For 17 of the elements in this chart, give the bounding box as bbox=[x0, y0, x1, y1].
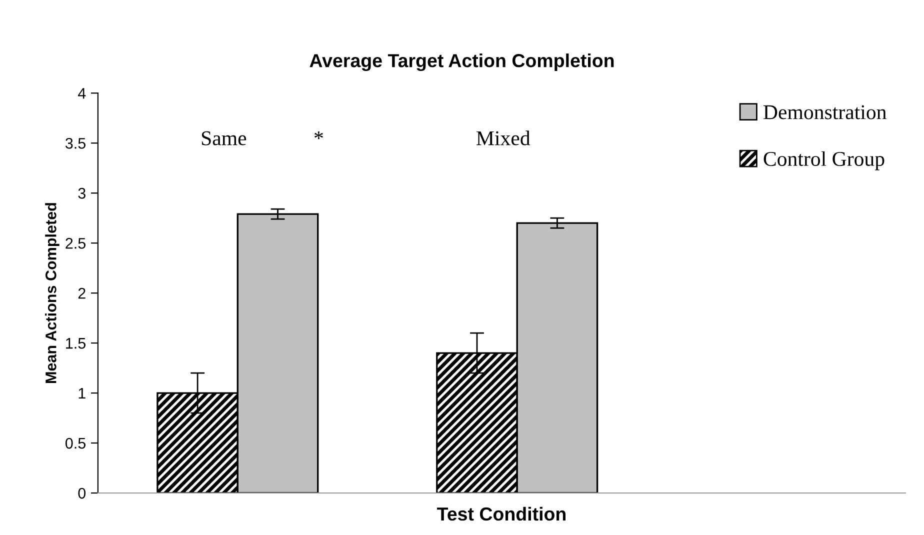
annotation: * bbox=[314, 131, 323, 140]
x-tick-label: Same bbox=[202, 131, 246, 146]
x-tick-label: Mixed bbox=[476, 130, 530, 146]
y-tick-label: 2 bbox=[78, 288, 86, 299]
legend-label: Demonstration bbox=[764, 105, 886, 120]
y-tick-label: 3 bbox=[78, 188, 86, 199]
y-tick-label: 1 bbox=[78, 388, 86, 399]
y-tick-label: 1.5 bbox=[66, 338, 86, 349]
y-tick-label: 2.5 bbox=[66, 238, 86, 249]
y-tick-label: 4 bbox=[78, 88, 86, 99]
y-tick-label: 3.5 bbox=[65, 138, 86, 149]
chart-title: Average Target Action Completion bbox=[310, 54, 614, 72]
legend-label: Control Group bbox=[764, 151, 884, 170]
y-tick-label: 0.5 bbox=[66, 438, 86, 449]
y-tick-label: 0 bbox=[78, 488, 86, 499]
x-axis-title: Test Condition bbox=[437, 506, 566, 521]
y-axis-title: Mean Actions Completed bbox=[45, 203, 60, 383]
